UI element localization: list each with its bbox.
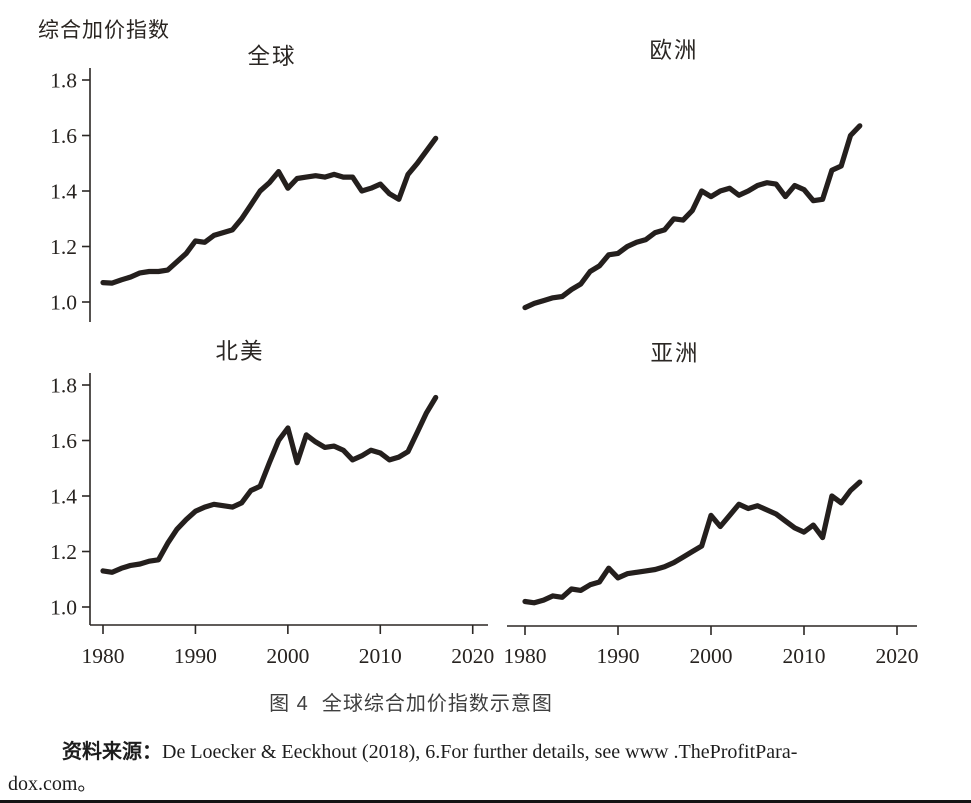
source-label: 资料来源： <box>62 741 162 763</box>
asia-x-tick-label: 1990 <box>597 644 640 668</box>
asia-x-tick-label: 2010 <box>783 644 826 668</box>
north_america-x-tick-label: 2010 <box>359 644 402 668</box>
panel-asia: 亚洲 1980 1990 2000 2010 2020 <box>504 341 919 668</box>
north_america-x-tick-label: 2000 <box>266 644 309 668</box>
asia-x-tick-label: 1980 <box>504 644 547 668</box>
north_america-x-tick-label: 2020 <box>451 644 494 668</box>
line-asia <box>522 479 863 606</box>
figure-caption: 图 4 全球综合加价指数示意图 <box>269 693 553 715</box>
source-line-2: dox.com。 <box>8 773 98 795</box>
line-europe <box>522 123 863 311</box>
north_america-x-tick-label: 1980 <box>82 644 125 668</box>
asia-x-tick-label: 2000 <box>690 644 733 668</box>
north_america-y-tick-label: 1.6 <box>50 429 77 453</box>
global-y-tick-label: 1.6 <box>50 124 77 148</box>
asia-x-tick-label: 2020 <box>876 644 919 668</box>
global-y-tick-label: 1.0 <box>50 291 77 315</box>
panel-europe: 欧洲 <box>522 38 863 311</box>
source-line-1: 资料来源：De Loecker & Eeckhout (2018), 6.For… <box>0 736 966 768</box>
line-north_america <box>100 394 439 575</box>
global-y-tick-label: 1.4 <box>50 180 77 204</box>
panel-global: 全球 1.8 1.6 1.4 1.2 1.0 <box>50 44 439 322</box>
global-y-tick-label: 1.2 <box>50 235 77 259</box>
north_america-y-tick-label: 1.2 <box>50 540 77 564</box>
panel-title-europe: 欧洲 <box>649 38 698 63</box>
bottom-rule <box>0 800 971 803</box>
north_america-y-tick-label: 1.4 <box>50 485 77 509</box>
north_america-x-tick-label: 1990 <box>174 644 217 668</box>
panel-title-asia: 亚洲 <box>650 341 699 366</box>
source-body: De Loecker & Eeckhout (2018), 6.For furt… <box>162 741 798 763</box>
y-axis-unit-label: 综合加价指数 <box>38 18 170 42</box>
north_america-y-tick-label: 1.0 <box>50 596 77 620</box>
figure-canvas: 全球1.81.61.41.21.0欧洲北美1.81.61.41.21.01980… <box>50 38 919 668</box>
panel-title-north_america: 北美 <box>215 339 264 364</box>
source-note: 资料来源：De Loecker & Eeckhout (2018), 6.For… <box>0 736 966 800</box>
north_america-y-tick-label: 1.8 <box>50 374 77 398</box>
panel-title-global: 全球 <box>247 44 296 69</box>
global-y-tick-label: 1.8 <box>50 69 77 93</box>
line-global <box>100 135 439 286</box>
